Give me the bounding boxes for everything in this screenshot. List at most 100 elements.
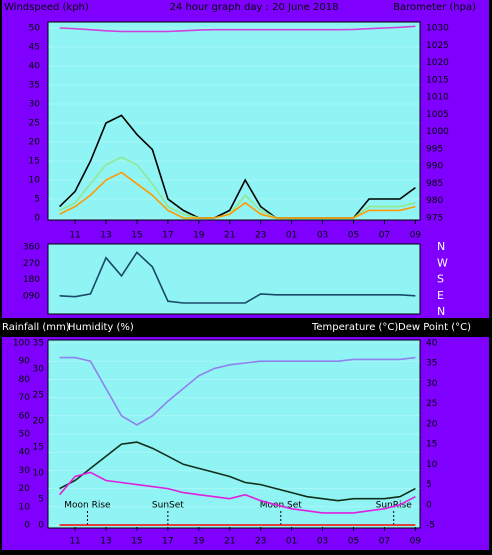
y2-tick-label: 25 [426, 399, 437, 409]
y-tick-label: 40 [29, 62, 41, 72]
y-tick-label: 10 [19, 502, 31, 512]
series-line [59, 171, 416, 219]
y2-tick-label: 1010 [426, 93, 449, 103]
x-tick-label: 05 [348, 537, 359, 547]
series-line [58, 471, 416, 514]
legend-label: Humidity (%) [68, 322, 134, 333]
y2-tick-label: 10 [426, 460, 438, 470]
y-tick-label: 15 [29, 157, 40, 167]
x-tick-label: 03 [317, 231, 328, 241]
y2-tick-label: 1015 [426, 75, 449, 85]
event-label: Moon Rise [64, 501, 111, 511]
x-tick-label: 11 [69, 231, 80, 241]
event-label: SunRise [376, 501, 413, 511]
y2-tick-label: 30 [426, 379, 438, 389]
y-tick-label: 270 [23, 259, 40, 269]
x-tick-label: 21 [224, 231, 235, 241]
y-tick-label: 50 [29, 24, 41, 34]
y-tick-label: 180 [23, 275, 40, 285]
y-tick-label: 360 [23, 243, 40, 253]
y-tick-label: 0 [24, 521, 30, 531]
x-tick-label: 01 [286, 231, 297, 241]
y2-tick-label: E [437, 289, 444, 302]
y-tick-label: 90 [19, 357, 31, 367]
x-tick-label: 17 [162, 231, 173, 241]
y2-tick-label: N [437, 305, 445, 318]
y2-tick-label: 20 [426, 419, 438, 429]
x-tick-label: 13 [100, 537, 111, 547]
series-line [59, 251, 416, 304]
x-tick-label: 05 [348, 231, 359, 241]
y2-tick-label: 15 [426, 440, 437, 450]
y2-tick-label: 1020 [426, 58, 449, 68]
x-tick-label: 11 [69, 537, 80, 547]
series-line [59, 441, 416, 502]
y-tick-label: 35 [29, 81, 40, 91]
event-label: SunSet [152, 501, 184, 511]
y2-tick-label: 1030 [426, 24, 449, 34]
y2-axis-title: Barometer (hpa) [393, 2, 476, 13]
y2-tick-label: 980 [426, 196, 443, 206]
y2-tick-label: 975 [426, 214, 443, 224]
x-tick-label: 17 [162, 537, 173, 547]
x-tick-label: 19 [193, 231, 205, 241]
y2-tick-label: -5 [426, 521, 435, 531]
y2-tick-label: 1000 [426, 127, 449, 137]
x-tick-label: 23 [255, 537, 266, 547]
x-tick-label: 23 [255, 231, 266, 241]
x-tick-label: 03 [317, 537, 328, 547]
y3-tick-label: 15 [33, 443, 44, 453]
y-tick-label: 20 [19, 484, 31, 494]
y2-tick-label: 995 [426, 144, 443, 154]
y-axis-title: Windspeed (kph) [4, 2, 89, 13]
legend-label: Temperature (°C) [311, 322, 398, 333]
x-tick-label: 07 [379, 231, 390, 241]
y2-tick-label: 990 [426, 162, 443, 172]
y-tick-label: 10 [29, 176, 41, 186]
y-tick-label: 100 [13, 339, 30, 349]
x-tick-label: 07 [379, 537, 390, 547]
legend-label: Rainfall (mm) [2, 322, 70, 333]
y-tick-label: 50 [19, 430, 31, 440]
y3-tick-label: 20 [33, 417, 45, 427]
y2-tick-label: 35 [426, 359, 437, 369]
x-tick-label: 09 [410, 231, 422, 241]
y3-tick-label: 5 [38, 495, 44, 505]
chart-title: 24 hour graph day : 20 June 2018 [170, 2, 339, 13]
plot-area [47, 21, 421, 221]
x-tick-label: 15 [131, 537, 142, 547]
y-tick-label: 45 [29, 43, 40, 53]
y2-tick-label: 1005 [426, 110, 449, 120]
series-line [59, 356, 416, 426]
y-tick-label: 70 [19, 393, 31, 403]
y-tick-label: 30 [19, 466, 31, 476]
x-tick-label: 19 [193, 537, 205, 547]
y2-tick-label: 5 [426, 480, 432, 490]
y-tick-label: 30 [29, 100, 41, 110]
y2-tick-label: 40 [426, 339, 438, 349]
y3-tick-label: 30 [33, 365, 45, 375]
y3-tick-label: 10 [33, 469, 45, 479]
y-tick-label: 20 [29, 138, 41, 148]
legend-label: Dew Point (°C) [398, 322, 471, 333]
x-tick-label: 13 [100, 231, 111, 241]
x-tick-label: 01 [286, 537, 297, 547]
x-tick-label: 15 [131, 231, 142, 241]
plot-area [47, 339, 421, 529]
y2-tick-label: 985 [426, 179, 443, 189]
y-tick-label: 40 [19, 448, 31, 458]
x-tick-label: 21 [224, 537, 235, 547]
y2-tick-label: S [437, 273, 444, 286]
x-tick-label: 09 [410, 537, 422, 547]
y3-tick-label: 25 [33, 391, 44, 401]
y-tick-label: 5 [34, 195, 40, 205]
y3-tick-label: 0 [38, 521, 44, 531]
series-line [59, 25, 416, 33]
y-tick-label: 60 [19, 411, 31, 421]
y-tick-label: 0 [34, 214, 40, 224]
series-line [59, 114, 416, 219]
y-tick-label: 25 [29, 119, 40, 129]
y-tick-label: 090 [23, 291, 40, 301]
y2-tick-label: W [437, 256, 448, 269]
